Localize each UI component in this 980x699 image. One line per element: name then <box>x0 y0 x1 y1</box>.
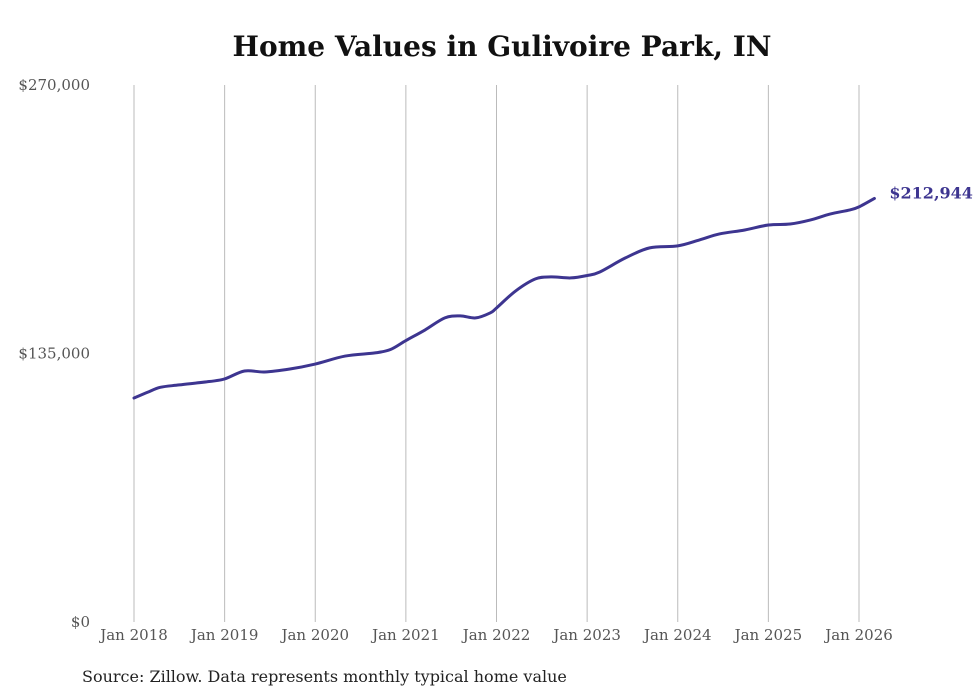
x-tick-label: Jan 2020 <box>279 626 349 644</box>
chart-title: Home Values in Gulivoire Park, IN <box>232 30 772 63</box>
x-tick-label: Jan 2018 <box>98 626 168 644</box>
series-line <box>132 196 876 400</box>
y-tick-label: $0 <box>71 613 90 631</box>
x-tick-label: Jan 2023 <box>551 626 621 644</box>
end-value-label: $212,944 <box>889 183 973 202</box>
x-tick-label: Jan 2024 <box>642 626 712 644</box>
source-note: Source: Zillow. Data represents monthly … <box>82 667 567 686</box>
x-tick-label: Jan 2025 <box>733 626 803 644</box>
x-tick-label: Jan 2022 <box>461 626 531 644</box>
y-tick-label: $135,000 <box>18 345 90 363</box>
x-tick-label: Jan 2021 <box>370 626 440 644</box>
x-tick-label: Jan 2019 <box>189 626 259 644</box>
y-tick-label: $270,000 <box>18 76 90 94</box>
x-tick-label: Jan 2026 <box>823 626 893 644</box>
